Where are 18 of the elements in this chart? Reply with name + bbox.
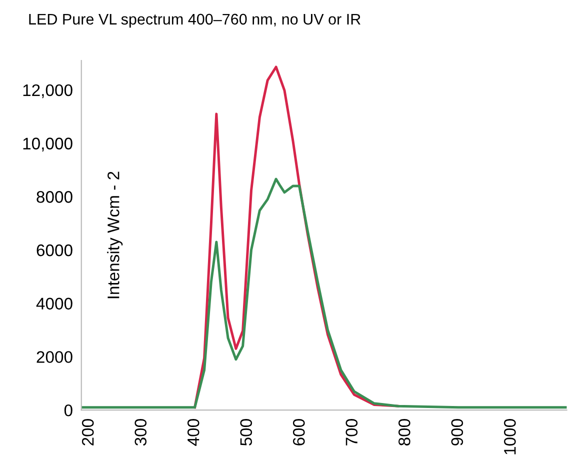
x-tick-label: 1000 <box>504 419 516 454</box>
x-tick-label: 500 <box>240 419 252 446</box>
x-tick-label: 200 <box>82 419 94 446</box>
x-tick-label: 800 <box>398 419 410 446</box>
y-tick-label: 10,000 <box>23 138 72 152</box>
y-tick-label: 12,000 <box>23 84 72 98</box>
chart-title: LED Pure VL spectrum 400–760 nm, no UV or IR <box>29 14 360 28</box>
y-tick-label: 6000 <box>36 244 72 256</box>
y-tick-label: 2000 <box>36 351 72 363</box>
y-axis-title: Intensity Wcm - 2 <box>107 172 123 298</box>
x-tick-label: 600 <box>292 419 305 446</box>
x-tick-label: 900 <box>451 419 464 446</box>
x-tick-label: 400 <box>187 419 200 446</box>
y-tick-label: 0 <box>64 404 72 416</box>
y-tick-label: 8000 <box>36 191 72 203</box>
x-tick-label: 700 <box>346 419 358 446</box>
y-tick-label: 4000 <box>36 298 72 310</box>
x-tick-label: 300 <box>134 419 147 446</box>
